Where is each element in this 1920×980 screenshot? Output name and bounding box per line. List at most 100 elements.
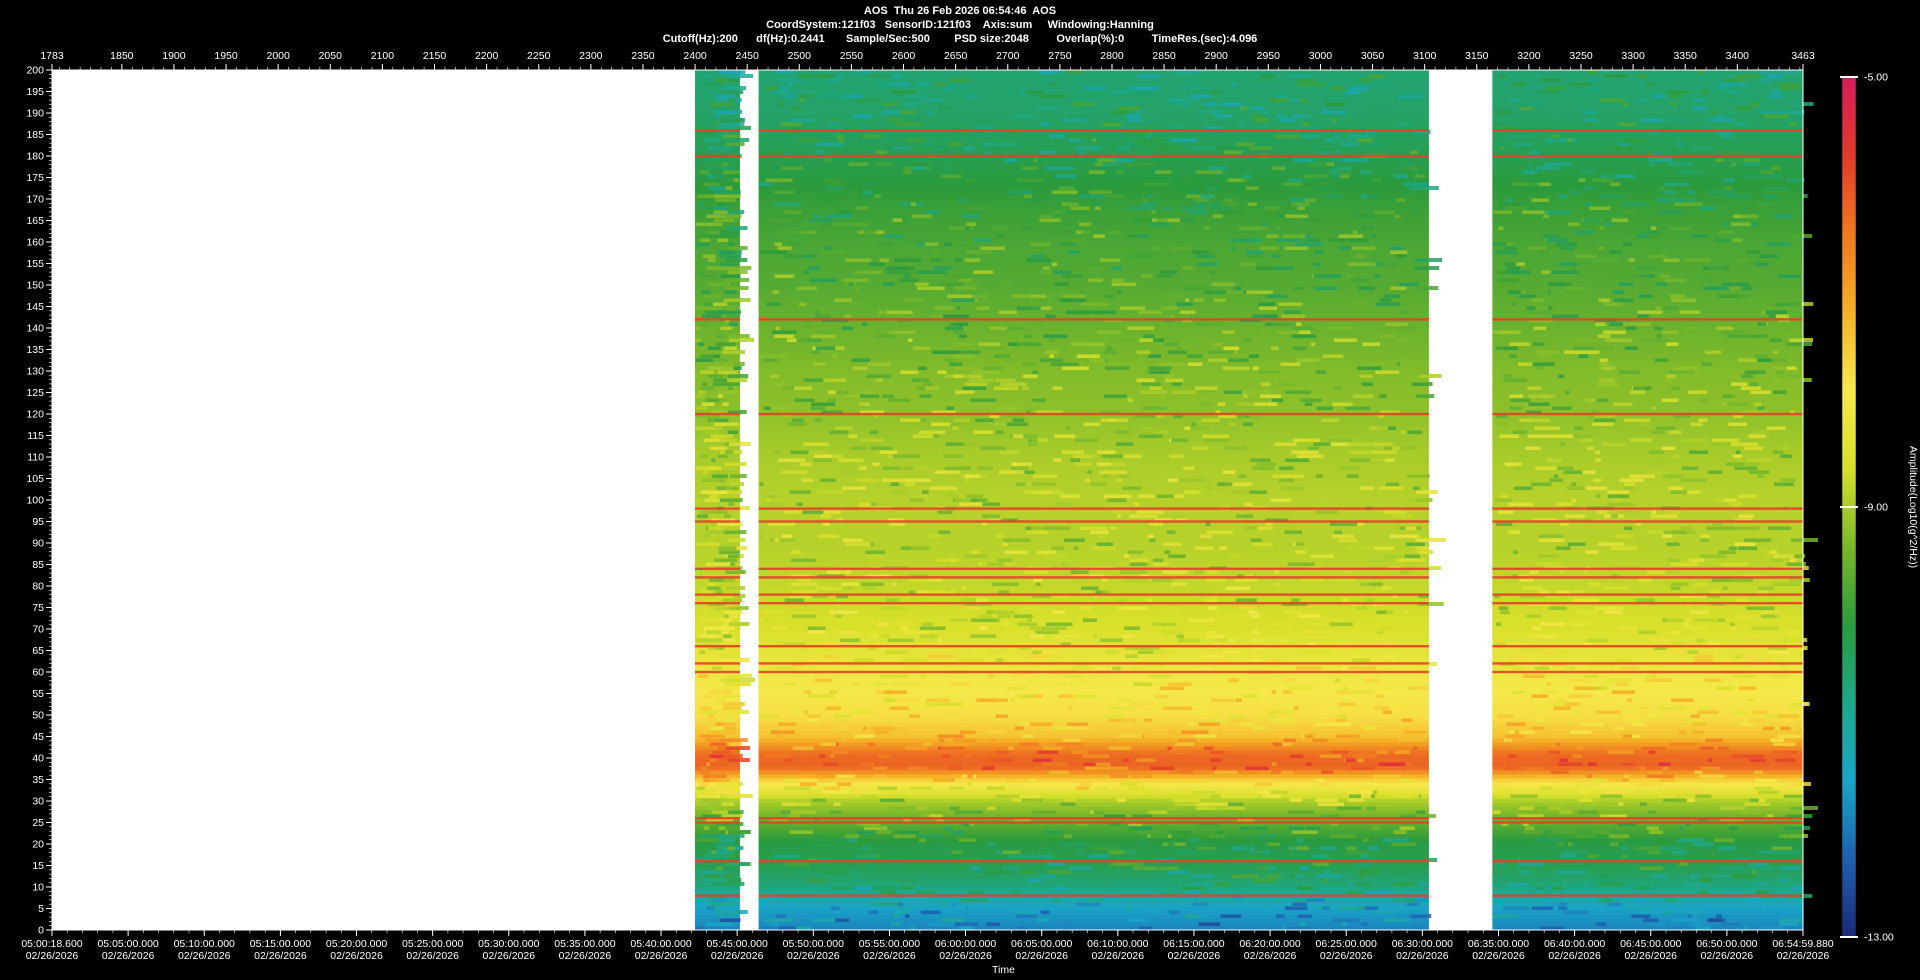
noise-speck	[758, 182, 782, 186]
noise-speck	[1517, 814, 1544, 818]
noise-speck	[1224, 446, 1246, 450]
noise-speck	[953, 342, 972, 346]
noise-speck	[1148, 674, 1171, 678]
noise-speck	[892, 914, 900, 918]
noise-speck	[905, 74, 930, 78]
noise-speck	[1789, 234, 1813, 238]
noise-speck	[862, 726, 867, 730]
noise-speck	[1656, 334, 1662, 338]
noise-speck	[1283, 310, 1302, 314]
noise-speck	[1207, 358, 1236, 362]
noise-speck	[1578, 354, 1589, 358]
noise-speck	[1673, 642, 1684, 646]
noise-speck	[883, 234, 904, 238]
noise-speck	[1684, 626, 1708, 630]
band-row	[1492, 426, 1803, 431]
noise-speck	[1071, 750, 1089, 754]
noise-speck	[1562, 886, 1589, 890]
noise-speck	[994, 422, 1015, 426]
noise-speck	[1686, 530, 1696, 534]
noise-speck	[1527, 166, 1533, 170]
noise-speck	[1346, 442, 1371, 446]
noise-speck	[802, 814, 808, 818]
noise-speck	[713, 210, 728, 214]
noise-speck	[814, 418, 822, 422]
noise-speck	[1010, 698, 1015, 702]
band-row	[758, 90, 1429, 95]
band-row	[1492, 542, 1803, 547]
noise-speck	[1227, 862, 1252, 866]
spectral-line	[1492, 576, 1803, 579]
noise-speck	[729, 246, 748, 250]
noise-speck	[697, 898, 708, 902]
noise-speck	[728, 622, 750, 626]
band-row	[758, 862, 1429, 867]
noise-speck	[1629, 390, 1646, 394]
noise-speck	[1506, 134, 1535, 138]
noise-speck	[1660, 426, 1676, 430]
noise-speck	[1598, 362, 1609, 366]
noise-speck	[1153, 818, 1173, 822]
noise-speck	[1692, 730, 1705, 734]
noise-speck	[763, 358, 778, 362]
noise-speck	[1765, 310, 1787, 314]
noise-speck	[719, 230, 740, 234]
noise-speck	[1511, 574, 1530, 578]
noise-speck	[1373, 450, 1398, 454]
noise-speck	[1141, 274, 1152, 278]
noise-speck	[1357, 366, 1382, 370]
noise-speck	[845, 542, 871, 546]
noise-speck	[1774, 554, 1795, 558]
noise-speck	[1013, 434, 1024, 438]
noise-speck	[834, 838, 844, 842]
noise-speck	[886, 598, 899, 602]
band-row	[758, 178, 1429, 183]
noise-speck	[703, 138, 720, 142]
band-row	[695, 462, 740, 467]
noise-speck	[1184, 298, 1190, 302]
noise-speck	[1313, 262, 1321, 266]
noise-speck	[1296, 874, 1302, 878]
noise-speck	[1223, 346, 1240, 350]
noise-speck	[1051, 190, 1078, 194]
noise-speck	[1113, 90, 1129, 94]
noise-speck	[1559, 902, 1567, 906]
noise-speck	[1506, 722, 1526, 726]
noise-speck	[1022, 862, 1037, 866]
noise-speck	[862, 134, 882, 138]
noise-speck	[789, 830, 814, 834]
noise-speck	[1680, 94, 1696, 98]
noise-speck	[1522, 210, 1549, 214]
noise-speck	[1350, 706, 1360, 710]
noise-speck	[716, 694, 741, 698]
noise-speck	[1055, 174, 1077, 178]
noise-speck	[1778, 714, 1800, 718]
noise-speck	[776, 734, 782, 738]
noise-speck	[1122, 758, 1130, 762]
noise-speck	[804, 198, 830, 202]
noise-speck	[812, 758, 836, 762]
noise-speck	[1748, 594, 1777, 598]
noise-speck	[855, 158, 882, 162]
noise-speck	[1570, 266, 1576, 270]
band-row	[1492, 610, 1803, 615]
noise-speck	[1055, 502, 1073, 506]
chart-subtitle-sensor: CoordSystem:121f03 SensorID:121f03 Axis:…	[766, 19, 1154, 31]
noise-speck	[1137, 650, 1164, 654]
noise-speck	[958, 926, 974, 930]
noise-speck	[1509, 394, 1523, 398]
noise-speck	[1636, 598, 1652, 602]
noise-speck	[831, 886, 856, 890]
band-row	[1492, 366, 1803, 371]
noise-speck	[723, 614, 729, 618]
noise-speck	[1643, 482, 1650, 486]
noise-speck	[1272, 474, 1289, 478]
noise-speck	[1022, 386, 1029, 390]
noise-speck	[1577, 746, 1584, 750]
band-row	[758, 814, 1429, 819]
spectral-line	[758, 576, 1429, 579]
noise-speck	[1111, 510, 1131, 514]
noise-speck	[1132, 774, 1152, 778]
noise-speck	[1035, 438, 1048, 442]
band-row	[695, 554, 740, 559]
